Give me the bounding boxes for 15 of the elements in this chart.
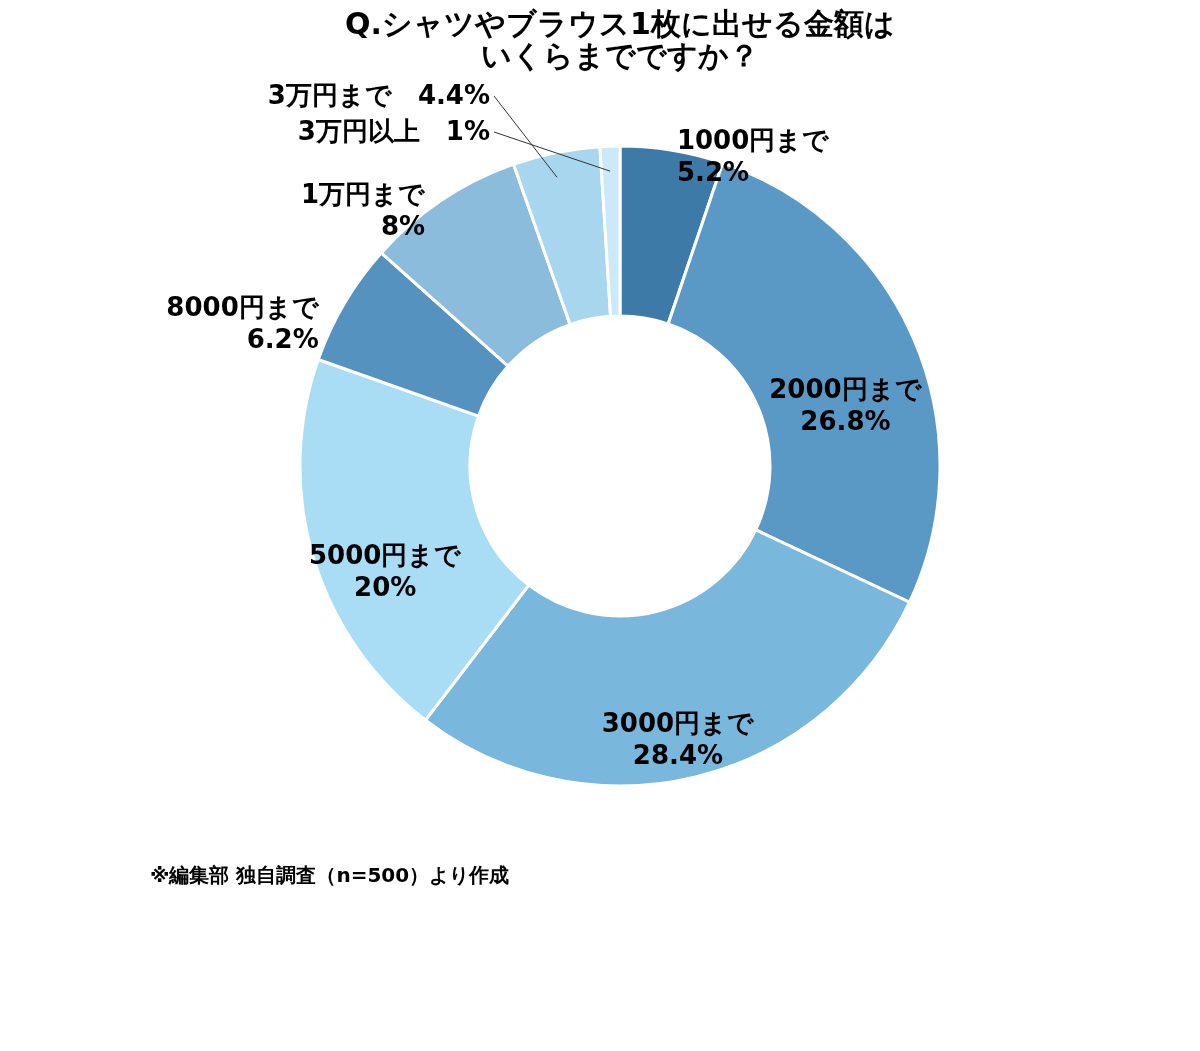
slice-label: 1000円まで bbox=[676, 124, 831, 155]
data-label: 6.2% bbox=[246, 323, 319, 354]
data-label: 26.8% bbox=[800, 406, 891, 437]
slice-label: 3万円以上 1% bbox=[297, 116, 490, 146]
data-label: 28.4% bbox=[632, 740, 724, 771]
text: ※編集部 独自調査（n=500）より作成 bbox=[150, 863, 510, 887]
data-label: 20% bbox=[354, 571, 417, 602]
slice-label: 8000円まで bbox=[166, 291, 320, 322]
slice-label: 3000円まで bbox=[601, 708, 756, 739]
data-label: 8% bbox=[380, 211, 426, 242]
slice-label: 5000円まで bbox=[308, 539, 463, 570]
chart-title: Q.シャツやブラウス1枚に出せる金額はいくらまでですか？ bbox=[345, 6, 895, 73]
slice-label: 3万円まで 4.4% bbox=[267, 80, 490, 110]
slice-label: 2000円まで bbox=[769, 374, 923, 405]
slice-label: 1万円まで bbox=[301, 179, 427, 210]
